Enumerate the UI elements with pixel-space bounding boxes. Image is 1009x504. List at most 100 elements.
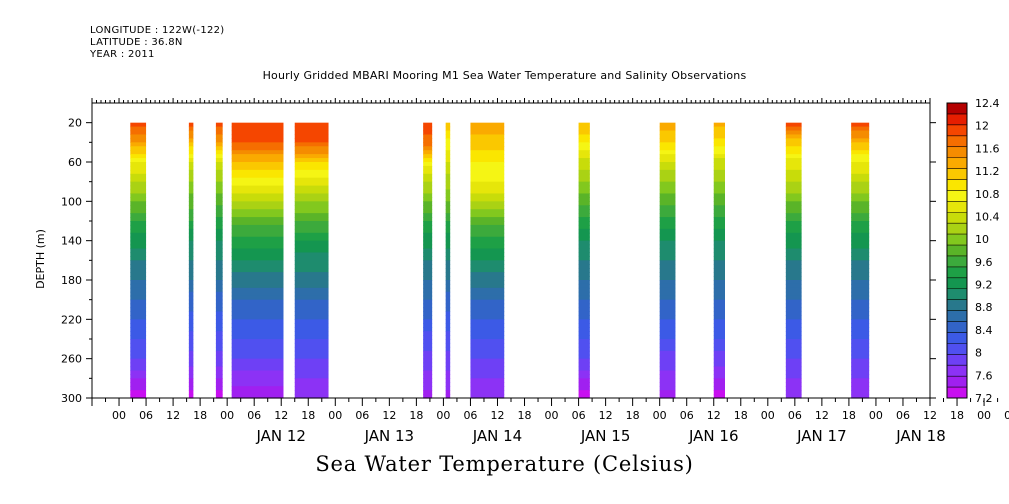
heatmap-cell	[785, 146, 802, 151]
heatmap-cell	[231, 244, 284, 250]
heatmap-cell	[713, 390, 725, 395]
heatmap-cell	[188, 323, 194, 328]
heatmap-cell	[130, 315, 147, 320]
heatmap-cell	[231, 162, 284, 167]
y-tick-label: 300	[61, 392, 82, 405]
heatmap-cell	[713, 130, 725, 136]
heatmap-cell	[130, 217, 147, 222]
heatmap-cell	[470, 189, 505, 195]
heatmap-cell	[231, 224, 284, 230]
heatmap-cell	[188, 260, 194, 265]
heatmap-cell	[188, 386, 194, 391]
heatmap-cell	[785, 221, 802, 226]
heatmap-cell	[423, 374, 433, 379]
heatmap-cell	[470, 394, 505, 399]
heatmap-cell	[445, 319, 451, 324]
heatmap-cell	[188, 197, 194, 202]
heatmap-cell	[470, 146, 505, 151]
heatmap-cell	[423, 276, 433, 281]
heatmap-cell	[423, 280, 433, 285]
heatmap-cell	[659, 390, 676, 395]
heatmap-cell	[215, 209, 223, 214]
heatmap-cell	[215, 169, 223, 175]
heatmap-cell	[785, 386, 802, 391]
colorbar-swatch	[947, 288, 967, 301]
heatmap-cell	[294, 181, 329, 187]
heatmap-cell	[130, 323, 147, 328]
heatmap-cell	[713, 189, 725, 195]
heatmap-cell	[470, 173, 505, 179]
heatmap-cell	[215, 142, 223, 147]
heatmap-cell	[188, 130, 194, 136]
heatmap-cell	[470, 209, 505, 214]
heatmap-cell	[423, 248, 433, 254]
heatmap-cell	[470, 201, 505, 206]
heatmap-cell	[294, 378, 329, 383]
heatmap-cell	[851, 252, 870, 257]
heatmap-cell	[578, 193, 590, 198]
heatmap-cell	[188, 221, 194, 226]
heatmap-cell	[713, 197, 725, 202]
heatmap-cell	[215, 205, 223, 210]
heatmap-cell	[785, 173, 802, 179]
colorbar-swatch	[947, 223, 967, 235]
heatmap-cell	[215, 366, 223, 372]
colorbar-swatch	[947, 245, 967, 257]
heatmap-cell	[713, 362, 725, 368]
heatmap-cell	[231, 299, 284, 305]
heatmap-cell	[445, 327, 451, 332]
heatmap-cell	[713, 252, 725, 257]
heatmap-cell	[578, 134, 590, 139]
y-tick-label: 100	[61, 195, 82, 208]
heatmap-cell	[215, 378, 223, 383]
heatmap-cell	[231, 122, 284, 128]
heatmap-cell	[659, 205, 676, 210]
heatmap-cell	[659, 142, 676, 147]
heatmap-cell	[713, 315, 725, 320]
heatmap-cell	[713, 240, 725, 246]
heatmap-cell	[423, 295, 433, 301]
heatmap-cell	[851, 323, 870, 328]
heatmap-cell	[423, 122, 433, 128]
heatmap-cell	[659, 213, 676, 218]
heatmap-cell	[578, 248, 590, 254]
heatmap-cell	[659, 177, 676, 183]
heatmap-cell	[785, 350, 802, 356]
heatmap-cell	[445, 390, 451, 395]
heatmap-cell	[294, 260, 329, 265]
x-tick-label: 12	[490, 409, 504, 422]
heatmap-cell	[130, 280, 147, 285]
heatmap-cell	[445, 213, 451, 218]
heatmap-cell	[785, 358, 802, 364]
heatmap-cell	[188, 162, 194, 167]
heatmap-cell	[713, 295, 725, 301]
heatmap-cell	[713, 158, 725, 163]
heatmap-cell	[423, 272, 433, 277]
colorbar-swatch	[947, 212, 967, 224]
heatmap-cell	[231, 232, 284, 238]
heatmap-cell	[578, 386, 590, 391]
heatmap-cell	[659, 146, 676, 151]
heatmap-cell	[470, 291, 505, 297]
heatmap-cell	[294, 319, 329, 324]
heatmap-cell	[188, 126, 194, 132]
heatmap-cell	[851, 122, 870, 128]
x-tick-label: 06	[463, 409, 477, 422]
heatmap-cell	[188, 264, 194, 269]
heatmap-cell	[445, 366, 451, 372]
heatmap-cell	[659, 228, 676, 234]
heatmap-cell	[188, 256, 194, 261]
heatmap-cell	[445, 307, 451, 313]
heatmap-cell	[785, 252, 802, 257]
heatmap-cell	[578, 276, 590, 281]
colorbar-tick-label: 10.4	[975, 210, 1000, 223]
heatmap-cell	[785, 248, 802, 254]
heatmap-cell	[785, 311, 802, 316]
heatmap-cell	[851, 162, 870, 167]
x-tick-label: 06	[572, 409, 586, 422]
heatmap-cell	[578, 342, 590, 348]
heatmap-cell	[659, 346, 676, 352]
heatmap-cell	[659, 276, 676, 281]
heatmap-cell	[130, 213, 147, 218]
heatmap-cell	[294, 189, 329, 195]
